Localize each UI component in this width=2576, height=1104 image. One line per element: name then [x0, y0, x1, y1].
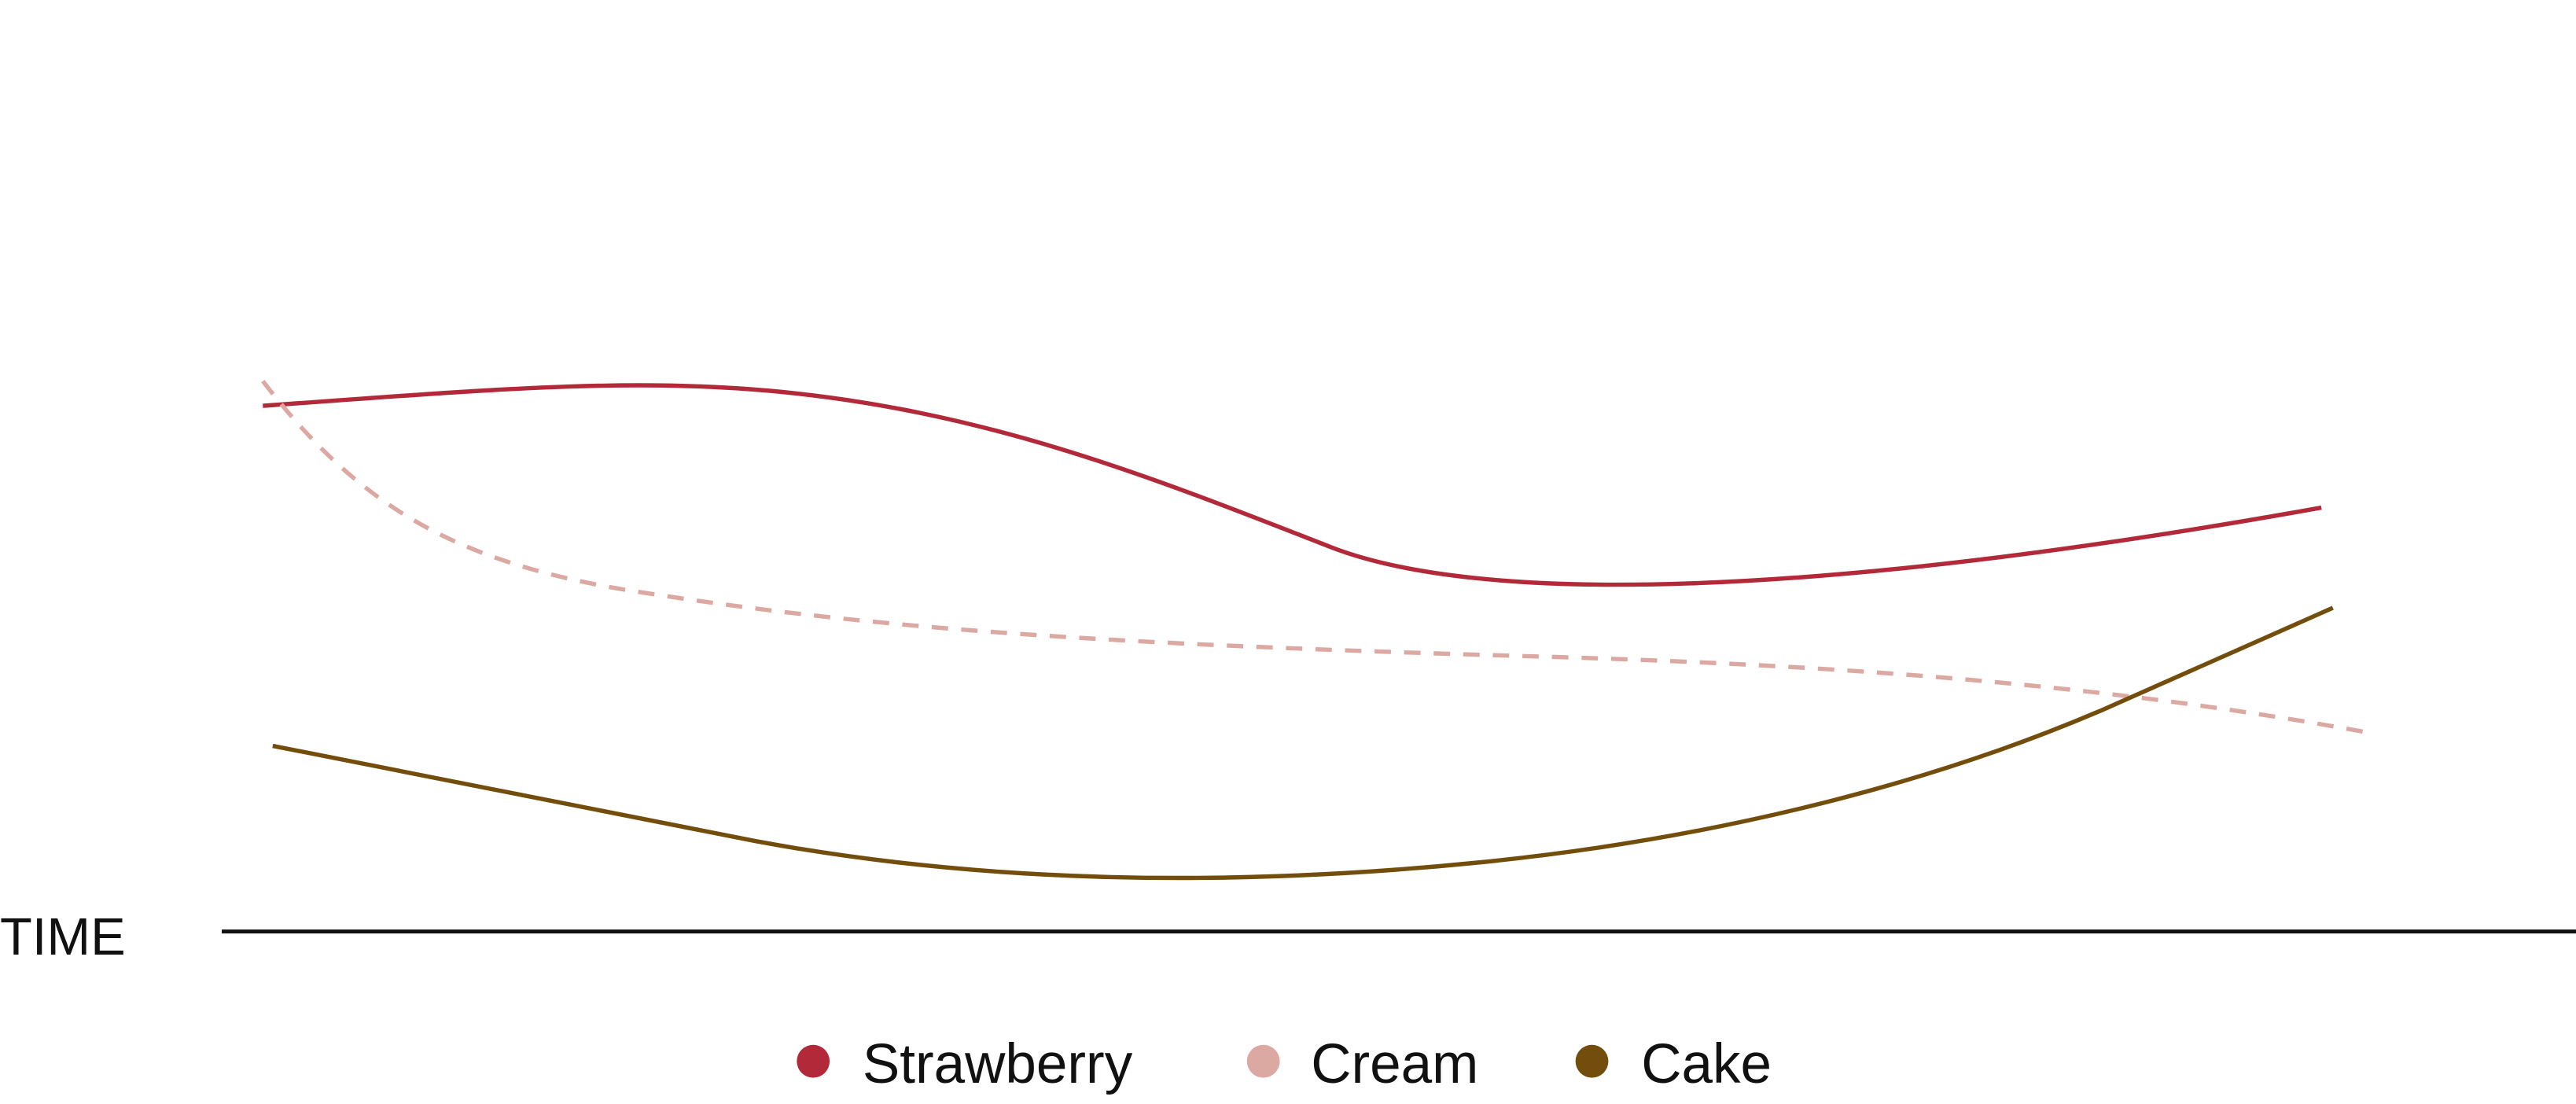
legend-label: Cake [1641, 1033, 1772, 1095]
legend-dot [797, 1044, 830, 1078]
cake-curve [272, 605, 2334, 881]
legend: Strawberry Cream Cake [797, 1033, 1772, 1095]
legend-label: Strawberry [863, 1033, 1133, 1095]
legend-dot [1246, 1044, 1280, 1078]
cream-curve [261, 380, 2370, 735]
legend-label: Cream [1311, 1033, 1478, 1095]
strawberry-curve [263, 383, 2322, 587]
legend-dot [1575, 1044, 1609, 1078]
axis-label: TIME [0, 907, 126, 966]
